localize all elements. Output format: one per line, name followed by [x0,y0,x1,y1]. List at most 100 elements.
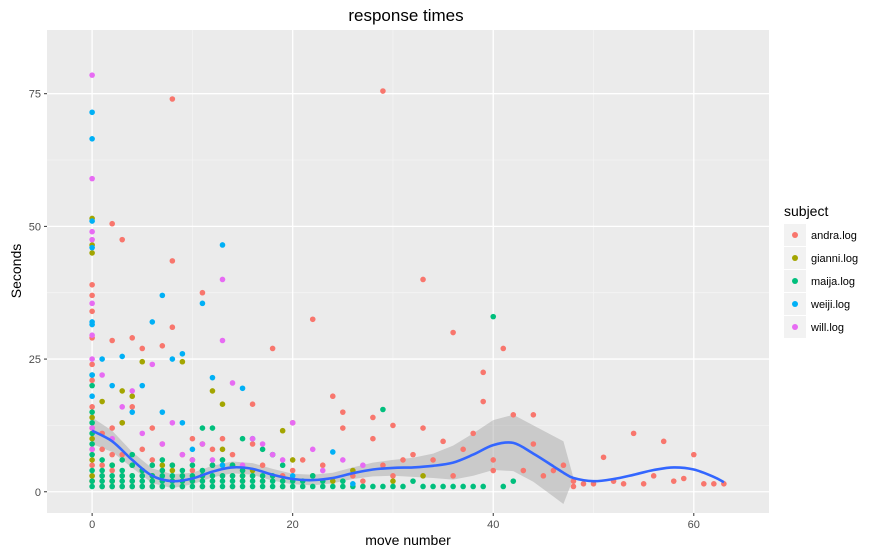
data-point [119,478,126,484]
data-point [179,483,186,490]
data-point [630,430,637,437]
data-point [89,319,95,325]
data-point [440,483,446,490]
data-point [99,462,105,469]
data-point [89,425,95,431]
data-point [219,435,226,442]
data-point [139,478,146,484]
data-point [89,404,95,410]
data-point [149,319,156,325]
chart-title: response times [348,6,463,25]
data-point [119,236,126,243]
data-point [169,483,176,490]
data-point [129,451,136,458]
data-point [239,478,246,484]
data-point [690,451,697,458]
data-point [119,404,126,410]
data-point [370,483,376,490]
legend-label: maija.log [811,276,855,288]
data-point [129,409,136,415]
data-point [89,419,95,426]
data-point [189,457,196,463]
data-point [259,473,266,479]
data-point [219,457,226,463]
legend-label: andra.log [811,230,857,242]
data-point [510,478,517,484]
y-axis-title: Seconds [8,244,24,298]
data-point [119,419,126,426]
data-point [139,473,146,479]
data-point [680,475,687,482]
data-point [209,457,216,463]
data-point [149,425,156,431]
data-point [580,481,587,487]
data-point [189,483,196,490]
data-point [640,481,647,487]
data-point [99,483,105,490]
data-point [89,250,95,256]
data-point [169,467,176,474]
data-point [711,481,717,487]
data-point [169,419,176,426]
data-point [109,473,115,479]
data-point [159,457,166,463]
data-point [329,483,336,490]
data-point [89,483,95,490]
data-point [89,332,95,338]
data-point [249,401,256,407]
data-point [420,473,426,479]
data-point [139,358,146,365]
data-point [660,438,667,445]
data-point [169,324,176,331]
data-point [89,473,95,479]
data-point [500,345,507,352]
data-point [149,462,156,469]
data-point [229,483,236,490]
data-point [329,449,336,455]
data-point [159,483,166,490]
data-point [340,478,346,484]
legend-marker [792,301,798,307]
data-point [119,473,126,479]
data-point [89,356,95,362]
data-point [159,473,166,479]
data-point [259,483,266,490]
data-point [139,345,146,352]
data-point [149,361,156,368]
data-point [159,441,166,447]
data-point [129,404,136,410]
data-point [380,483,386,490]
data-point [510,412,517,418]
data-point [269,345,276,352]
data-point [219,337,226,344]
data-point [159,343,166,349]
grid-lines [47,30,769,513]
data-point [500,483,507,490]
data-point [89,300,95,307]
data-point [219,478,226,484]
x-axis-title: move number [365,532,451,548]
data-point [209,478,216,484]
data-point [460,446,466,453]
data-point [430,457,436,463]
data-point [109,337,115,344]
data-point [199,467,206,474]
data-point [209,446,216,453]
data-point [99,467,105,474]
data-point [169,258,176,264]
data-point [360,462,366,469]
data-point [129,478,136,484]
data-point [420,425,426,431]
data-point [219,276,226,283]
data-point [279,457,286,463]
data-point [209,462,216,469]
legend-marker [792,278,798,284]
data-point [189,446,196,453]
y-tick-label: 50 [29,221,41,233]
data-point [139,483,146,490]
data-point [89,244,95,251]
confidence-band [92,414,724,504]
data-point [89,136,95,142]
data-point [450,483,456,490]
data-point [380,406,386,413]
